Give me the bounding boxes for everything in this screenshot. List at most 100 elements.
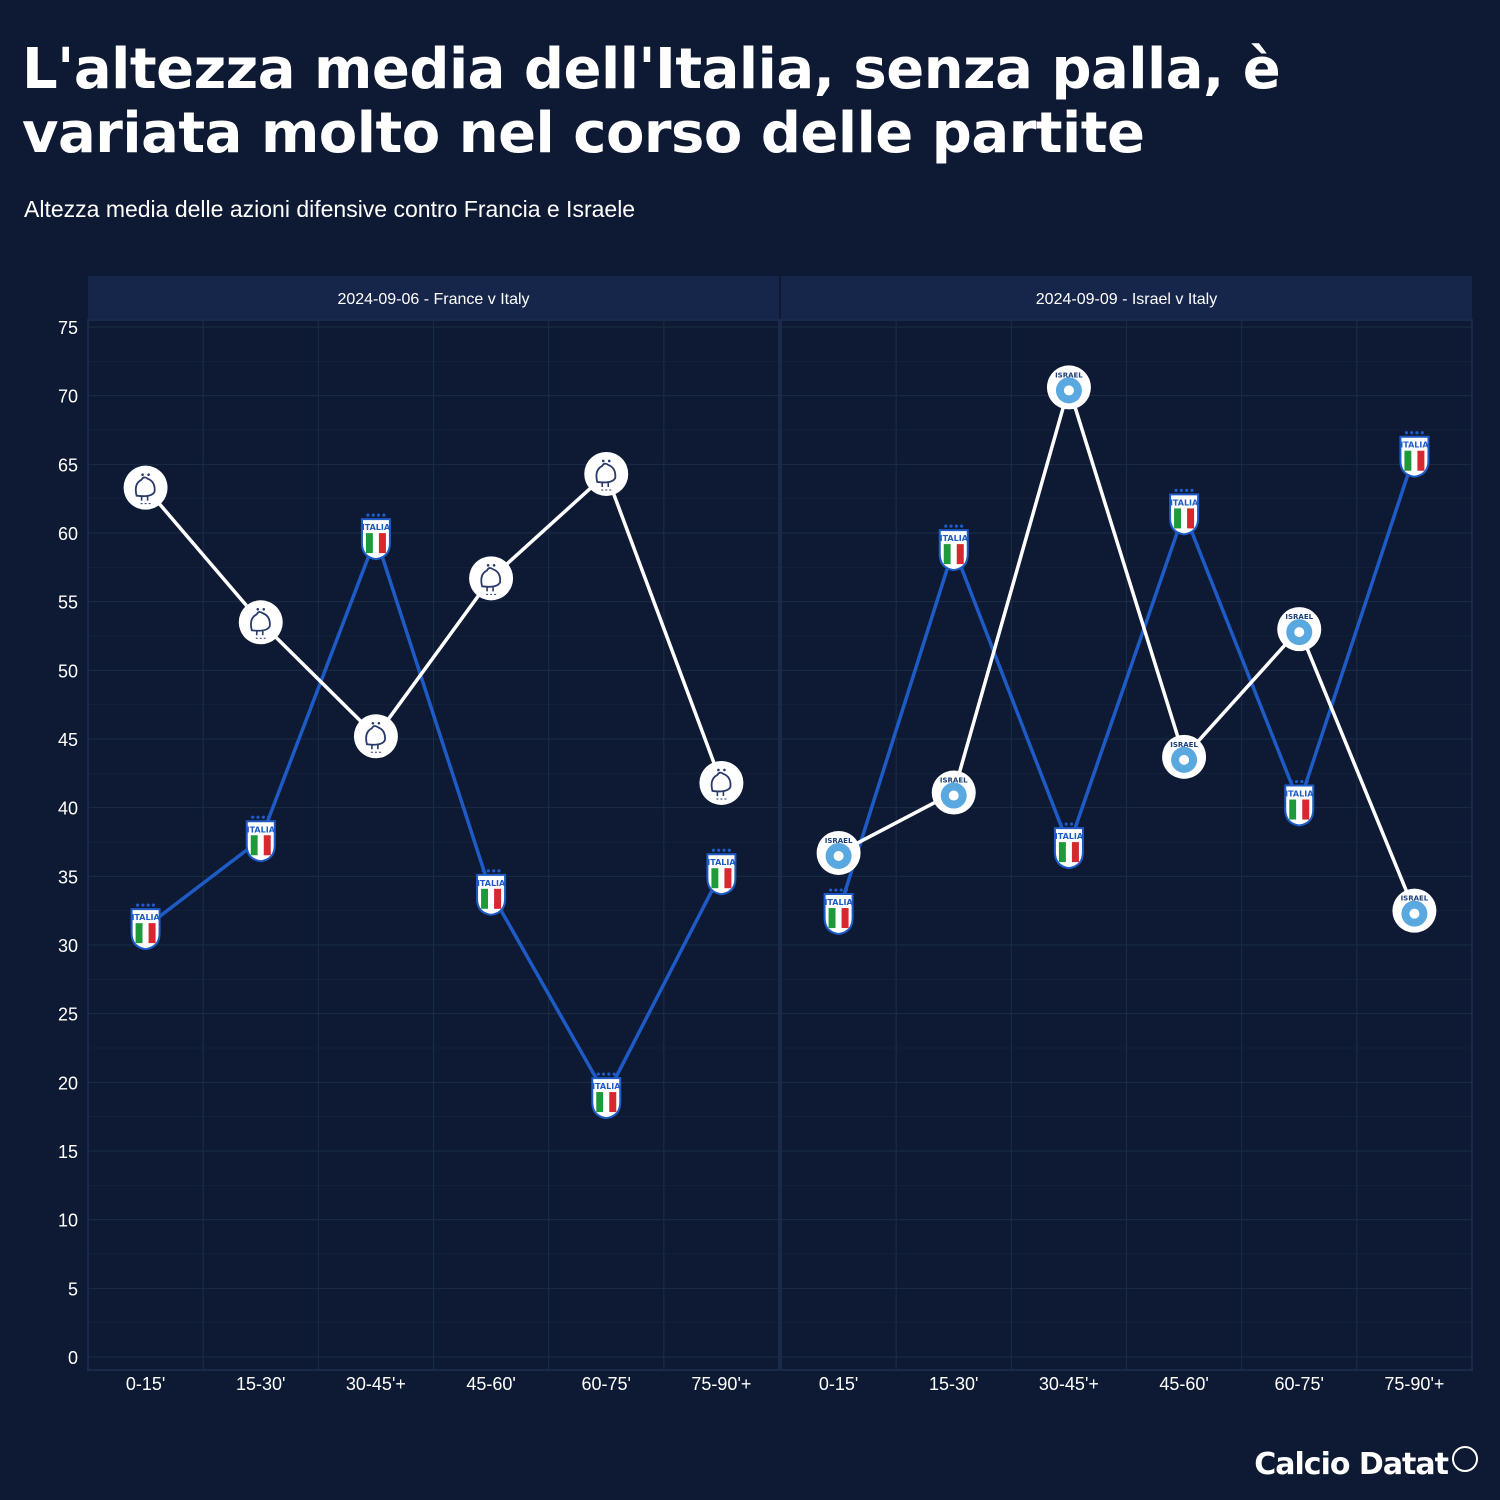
flag-red xyxy=(609,1092,617,1113)
flag-red xyxy=(494,888,502,909)
israel-crest-icon: ISRAEL xyxy=(1392,888,1437,933)
flag-green xyxy=(596,1092,604,1113)
crest-star xyxy=(492,869,496,873)
data-point: ISRAEL xyxy=(816,830,861,875)
crest-star xyxy=(262,607,266,611)
data-point: ITALIA xyxy=(360,513,391,561)
brand-logo: Calcio Datat xyxy=(1254,1445,1478,1482)
italy-crest-icon: ITALIA xyxy=(245,815,276,863)
y-tick-label: 30 xyxy=(58,936,78,956)
crest-star xyxy=(596,1072,600,1076)
crest-star xyxy=(1305,779,1309,784)
crest-star xyxy=(146,903,150,907)
data-point: ITALIA xyxy=(591,1072,622,1120)
rooster-legs xyxy=(371,744,379,750)
flag-green xyxy=(365,533,373,554)
crest-star xyxy=(1410,431,1414,435)
rooster-body xyxy=(710,771,732,793)
crest-label: ITALIA xyxy=(1055,832,1084,841)
crest-star xyxy=(1179,488,1183,492)
france-crest-icon xyxy=(123,465,168,510)
ball-icon xyxy=(1452,1445,1478,1472)
y-tick-label: 50 xyxy=(58,661,78,681)
rooster-body xyxy=(134,476,156,498)
y-tick-label: 70 xyxy=(58,387,78,407)
crest-badge xyxy=(584,451,629,496)
data-point: ITALIA xyxy=(245,815,276,863)
crest-star xyxy=(1420,431,1424,435)
rooster-body xyxy=(365,725,386,746)
rooster-legs xyxy=(601,481,610,487)
data-point xyxy=(469,556,514,601)
data-point: ISRAEL xyxy=(1162,734,1207,779)
crest-label: ITALIA xyxy=(592,1082,621,1091)
crest-star xyxy=(949,524,953,528)
crest-star xyxy=(1289,779,1293,784)
crest-badge xyxy=(699,760,744,805)
crest-star xyxy=(1404,431,1409,435)
italy-crest-icon: ITALIA xyxy=(476,869,507,916)
crest-star xyxy=(844,888,849,892)
data-point: ISRAEL xyxy=(1046,365,1091,410)
flag-white xyxy=(603,1092,610,1113)
crest-star xyxy=(1059,822,1063,826)
flag-red xyxy=(1417,450,1425,471)
data-point: ITALIA xyxy=(1053,822,1084,870)
y-tick-label: 25 xyxy=(58,1005,78,1025)
crest-label: ISRAEL xyxy=(940,777,968,785)
crest-star xyxy=(366,513,370,517)
x-tick-label: 45-60' xyxy=(466,1374,515,1394)
italy-crest-icon: ITALIA xyxy=(1169,488,1200,536)
brand-text: Calcio Datat xyxy=(1254,1447,1449,1482)
data-point: ISRAEL xyxy=(1392,888,1437,933)
y-tick-label: 10 xyxy=(58,1211,78,1231)
crest-label: ISRAEL xyxy=(1170,741,1198,749)
panel-title: 2024-09-06 - France v Italy xyxy=(337,291,529,308)
crest-star xyxy=(151,903,156,907)
flag-white xyxy=(1065,842,1072,863)
crest-label: ISRAEL xyxy=(825,837,853,845)
y-tick-label: 15 xyxy=(58,1142,78,1162)
flag-white xyxy=(488,888,495,909)
flag-green xyxy=(1289,799,1297,820)
rooster-legs xyxy=(255,630,264,636)
crest-star xyxy=(256,607,260,611)
flag-red xyxy=(1302,799,1310,820)
data-point: ITALIA xyxy=(706,848,737,896)
crest-star xyxy=(727,848,731,852)
flag-red xyxy=(724,868,732,889)
italy-crest-icon: ITALIA xyxy=(360,513,391,561)
y-tick-label: 55 xyxy=(58,593,78,613)
x-tick-label: 30-45'+ xyxy=(346,1374,406,1394)
data-point xyxy=(353,714,398,759)
crest-star xyxy=(1190,488,1194,492)
flag-white xyxy=(142,923,149,944)
crest-label: ITALIA xyxy=(940,534,969,543)
crest-star xyxy=(1064,822,1068,826)
crest-star xyxy=(141,473,144,476)
rooster-body xyxy=(250,611,271,632)
y-tick-label: 65 xyxy=(58,455,78,475)
x-tick-label: 15-30' xyxy=(236,1374,285,1394)
crest-ball-center xyxy=(1294,627,1305,638)
crest-star xyxy=(944,524,948,528)
crest-star xyxy=(1415,431,1419,435)
crest-star xyxy=(828,888,833,892)
flag-green xyxy=(943,544,951,565)
y-tick-label: 60 xyxy=(58,524,78,544)
crest-star xyxy=(141,903,145,907)
crest-star xyxy=(722,848,726,852)
rooster-body xyxy=(595,462,617,484)
crest-ball-center xyxy=(833,850,844,861)
flag-white xyxy=(1181,508,1188,529)
crest-star xyxy=(486,869,490,873)
crest-badge xyxy=(238,600,283,645)
crest-star xyxy=(711,848,716,852)
crest-star xyxy=(1174,488,1178,492)
flag-white xyxy=(257,835,264,856)
flag-green xyxy=(1058,842,1066,863)
y-tick-label: 45 xyxy=(58,730,78,750)
data-point xyxy=(123,465,168,510)
y-tick-label: 20 xyxy=(58,1073,78,1093)
data-point: ITALIA xyxy=(823,888,854,936)
